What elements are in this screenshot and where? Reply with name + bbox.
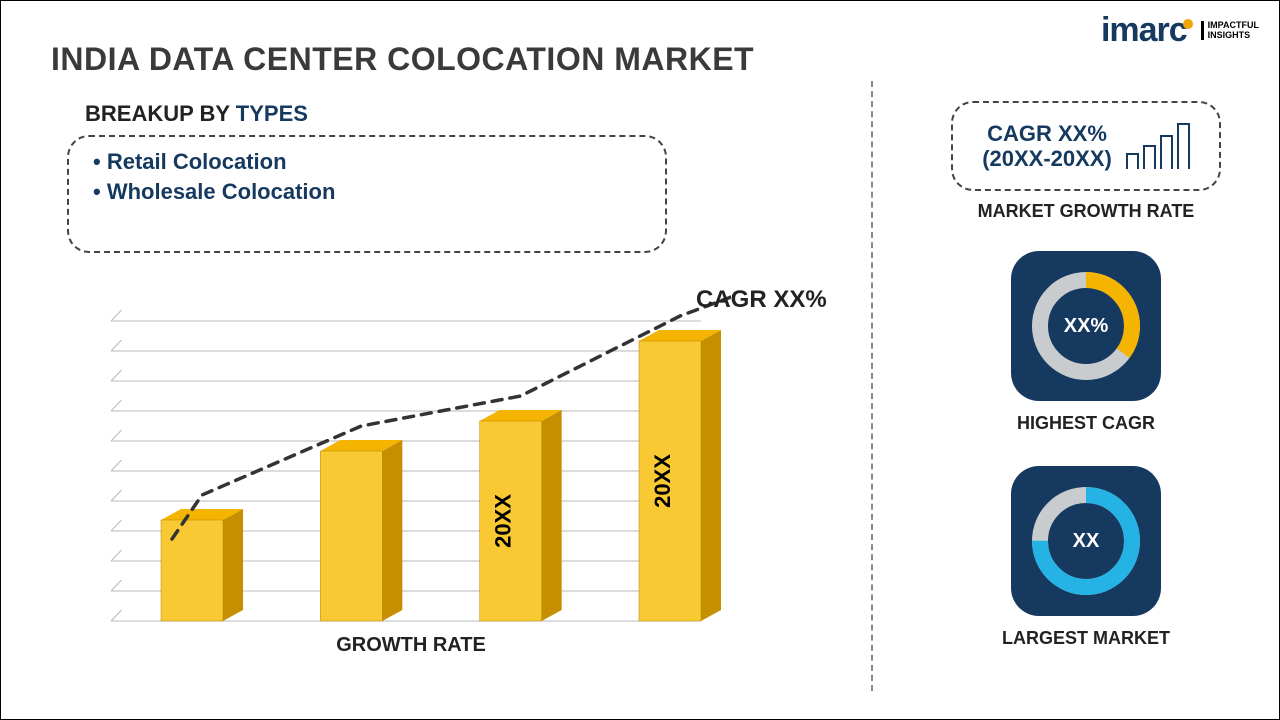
bar-chart: 20XX 20XX GROWTH RATE [91,291,731,661]
bar-chart-svg: 20XX 20XX [91,291,731,661]
largest-market-card: XX [1011,466,1161,616]
breakup-heading-a: BREAKUP BY [85,101,236,126]
vertical-divider [871,81,873,691]
largest-market-label: LARGEST MARKET [951,628,1221,649]
market-growth-rate-label: MARKET GROWTH RATE [951,201,1221,222]
cagr-box: CAGR XX% (20XX-20XX) [951,101,1221,191]
logo-brand: imarc [1101,11,1187,49]
type-item-label: Wholesale Colocation [107,179,336,204]
svg-text:20XX: 20XX [650,454,675,508]
types-box: • Retail Colocation • Wholesale Colocati… [67,135,667,253]
type-item-label: Retail Colocation [107,149,287,174]
logo-text: imarc [1101,11,1197,50]
highest-cagr-label: HIGHEST CAGR [951,413,1221,434]
page-title: INDIA DATA CENTER COLOCATION MARKET [51,41,754,78]
breakup-heading-b: TYPES [236,101,308,126]
highest-cagr-card: XX% [1011,251,1161,401]
cagr-line-1: CAGR XX% [982,121,1112,146]
logo-tagline: IMPACTFUL INSIGHTS [1201,21,1259,40]
type-item: • Retail Colocation [93,147,641,177]
svg-text:20XX: 20XX [491,494,516,548]
logo-dot-icon [1183,19,1193,29]
logo-tagline-2: INSIGHTS [1208,31,1259,40]
logo: imarc IMPACTFUL INSIGHTS [1101,11,1259,50]
cagr-line-2: (20XX-20XX) [982,146,1112,171]
largest-market-value: XX [1073,530,1100,553]
x-axis-label: GROWTH RATE [91,634,731,657]
mini-bars-icon [1126,123,1190,169]
cagr-annotation: CAGR XX% [696,286,827,314]
highest-cagr-value: XX% [1064,315,1108,338]
cagr-box-text: CAGR XX% (20XX-20XX) [982,121,1112,172]
breakup-heading: BREAKUP BY TYPES [85,101,308,127]
type-item: • Wholesale Colocation [93,177,641,207]
